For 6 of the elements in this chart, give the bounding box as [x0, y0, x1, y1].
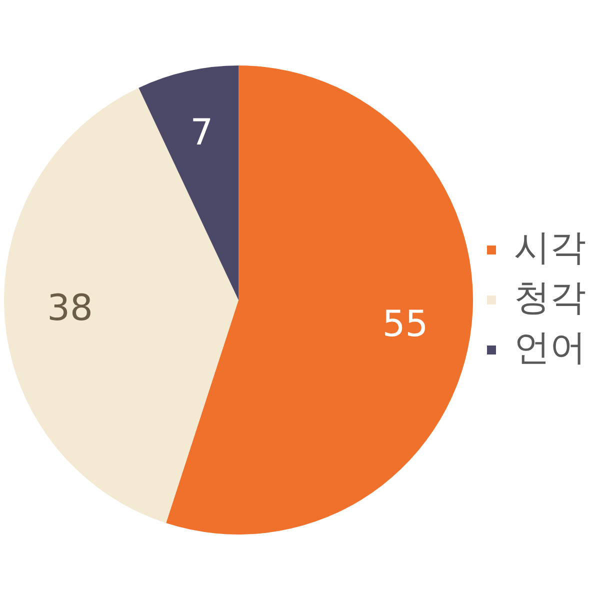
legend-label: 언어: [514, 327, 586, 368]
legend-label: 청각: [514, 277, 586, 318]
legend-label: 시각: [514, 227, 586, 268]
data-label: 38: [47, 288, 93, 329]
data-label: 55: [382, 304, 428, 345]
data-label: 7: [190, 112, 214, 154]
